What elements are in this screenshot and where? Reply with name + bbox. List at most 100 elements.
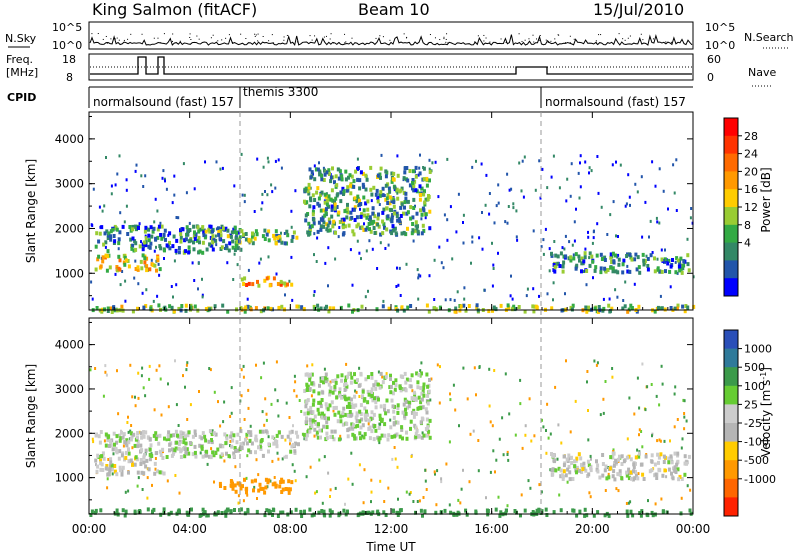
heatmap-cell — [219, 233, 223, 238]
heatmap-cell — [312, 217, 316, 222]
heatmap-cell — [570, 162, 573, 166]
heatmap-cell — [454, 408, 457, 412]
heatmap-cell — [137, 226, 140, 230]
heatmap-cell — [475, 159, 477, 163]
heatmap-cell — [353, 218, 357, 222]
heatmap-cell — [120, 430, 123, 435]
heatmap-cell — [583, 507, 587, 512]
nsearch-dot — [538, 39, 540, 41]
heatmap-cell — [589, 465, 593, 470]
heatmap-cell — [456, 290, 459, 294]
heatmap-cell — [321, 390, 325, 395]
heatmap-cell — [141, 488, 144, 491]
heatmap-cell — [559, 508, 563, 513]
heatmap-cell — [211, 429, 214, 433]
heatmap-cell — [520, 493, 523, 497]
heatmap-cell — [124, 455, 128, 460]
heatmap-cell — [126, 421, 129, 424]
heatmap-cell — [556, 457, 559, 461]
heatmap-cell — [379, 241, 382, 245]
heatmap-cell — [133, 509, 137, 514]
heatmap-cell — [193, 304, 197, 309]
heatmap-cell — [109, 460, 113, 465]
heatmap-cell — [350, 422, 354, 427]
heatmap-cell — [399, 214, 403, 218]
heatmap-cell — [377, 397, 380, 402]
heatmap-cell — [310, 170, 314, 175]
heatmap-cell — [356, 194, 360, 199]
heatmap-cell — [627, 501, 630, 505]
heatmap-cell — [106, 477, 109, 481]
heatmap-cell — [671, 258, 674, 262]
heatmap-cell — [325, 420, 329, 425]
heatmap-cell — [477, 469, 480, 473]
heatmap-cell — [340, 395, 344, 400]
heatmap-cell — [552, 453, 555, 458]
heatmap-cell — [565, 457, 569, 462]
heatmap-cell — [682, 398, 685, 402]
heatmap-cell — [403, 200, 407, 205]
heatmap-cell — [419, 420, 423, 425]
heatmap-cell — [327, 284, 329, 288]
heatmap-cell — [618, 469, 622, 474]
nsearch-dot — [569, 35, 571, 37]
heatmap-cell — [329, 175, 333, 180]
heatmap-cell — [422, 393, 426, 398]
nsearch-dot — [624, 39, 626, 41]
heatmap-cell — [402, 211, 405, 216]
heatmap-cell — [603, 258, 607, 262]
heatmap-cell — [162, 507, 166, 512]
nsearch-dot — [558, 34, 560, 36]
heatmap-cell — [151, 229, 155, 234]
heatmap-cell — [370, 490, 373, 494]
heatmap-cell — [161, 456, 165, 460]
heatmap-cell — [614, 288, 617, 292]
heatmap-cell — [538, 159, 541, 163]
heatmap-cell — [166, 434, 170, 439]
freq-panel — [88, 53, 694, 81]
heatmap-cell — [521, 446, 524, 450]
heatmap-cell — [625, 509, 629, 514]
freq-label-2: [MHz] — [6, 66, 38, 79]
heatmap-cell — [311, 209, 315, 214]
heatmap-cell — [418, 434, 421, 439]
nsearch-dot — [311, 39, 313, 41]
heatmap-cell — [353, 372, 356, 377]
heatmap-cell — [322, 208, 326, 213]
heatmap-cell — [679, 256, 683, 261]
heatmap-cell — [103, 204, 106, 208]
heatmap-cell — [163, 436, 166, 441]
heatmap-cell — [227, 248, 231, 253]
heatmap-cell — [416, 380, 420, 385]
heatmap-cell — [316, 167, 320, 172]
heatmap-cell — [409, 304, 413, 308]
heatmap-cell — [640, 175, 643, 179]
heatmap-cell — [571, 508, 575, 513]
heatmap-cell — [305, 433, 309, 438]
heatmap-cell — [136, 444, 140, 449]
nsearch-dot — [379, 35, 381, 37]
heatmap-cell — [387, 486, 390, 490]
heatmap-cell — [311, 418, 315, 423]
heatmap-cell — [607, 475, 611, 480]
heatmap-cell — [280, 231, 282, 235]
nsearch-dot — [532, 34, 534, 36]
power-colorbar-swatch — [724, 224, 738, 244]
heatmap-cell — [587, 230, 589, 234]
heatmap-cell — [462, 241, 465, 245]
heatmap-cell — [117, 266, 121, 271]
heatmap-cell — [171, 451, 175, 456]
heatmap-cell — [115, 440, 119, 445]
heatmap-cell — [610, 306, 614, 311]
heatmap-cell — [389, 384, 393, 389]
heatmap-cell — [374, 400, 378, 405]
heatmap-cell — [596, 155, 599, 158]
heatmap-cell — [187, 229, 191, 233]
heatmap-cell — [105, 373, 108, 377]
heatmap-cell — [345, 384, 349, 389]
heatmap-cell — [267, 229, 271, 234]
heatmap-cell — [579, 456, 583, 461]
heatmap-cell — [271, 459, 274, 463]
heatmap-cell — [153, 471, 157, 476]
heatmap-cell — [193, 187, 196, 191]
